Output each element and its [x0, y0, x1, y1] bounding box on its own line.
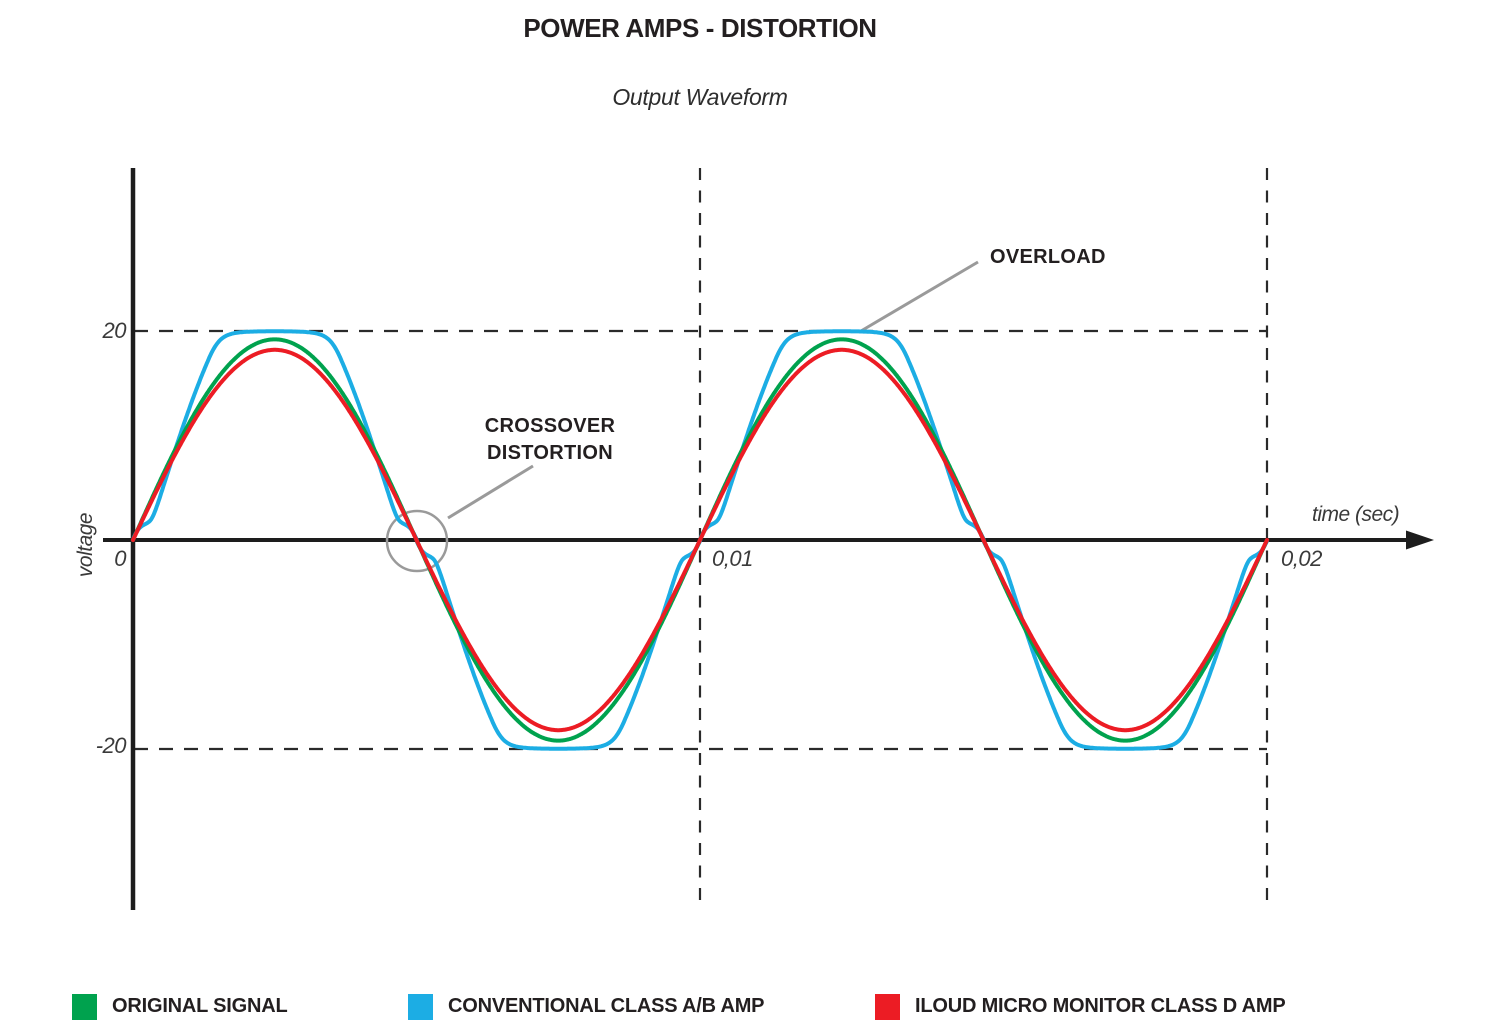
legend-swatch-blue [408, 993, 433, 1020]
annotation-crossover: CROSSOVER DISTORTION [448, 413, 652, 467]
annotation-crossover-line1: CROSSOVER [484, 415, 616, 437]
legend-label-iloud-class-d-amp: ILOUD MICRO MONITOR CLASS D AMP [915, 995, 1286, 1017]
legend-item-class-ab-amp: CONVENTIONAL CLASS A/B AMP [408, 993, 764, 1020]
legend-item-original-signal: ORIGINAL SIGNAL [72, 993, 288, 1020]
legend-swatch-red [875, 993, 900, 1020]
annotation-overload: OVERLOAD [990, 246, 1106, 268]
legend-item-iloud-class-d-amp: ILOUD MICRO MONITOR CLASS D AMP [875, 993, 1286, 1020]
x-tick-001: 0,01 [712, 546, 753, 571]
chart-subtitle: Output Waveform [612, 84, 788, 110]
y-tick-zero: 0 [114, 546, 126, 571]
y-tick-neg20: -20 [95, 733, 127, 758]
page-title: POWER AMPS - DISTORTION [523, 13, 877, 43]
y-tick-pos20: 20 [102, 318, 127, 343]
x-axis-title: time (sec) [1312, 503, 1400, 526]
legend-label-original-signal: ORIGINAL SIGNAL [112, 995, 288, 1017]
y-axis-title: voltage [74, 512, 97, 578]
x-tick-002: 0,02 [1281, 546, 1322, 571]
legend-swatch-green [72, 993, 97, 1020]
annotation-crossover-line2: DISTORTION [487, 442, 613, 464]
legend-label-class-ab-amp: CONVENTIONAL CLASS A/B AMP [448, 995, 765, 1017]
